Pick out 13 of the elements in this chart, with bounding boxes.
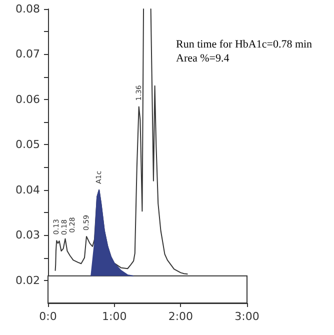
y-tick-label: 0.05 — [16, 138, 40, 152]
y-tick-label: 0.02 — [16, 274, 40, 287]
y-tick-label: 0.03 — [16, 228, 40, 242]
y-tick-label: 0.04 — [16, 183, 40, 196]
x-tick-label: 3:00 — [234, 310, 260, 323]
annotation: Area %=9.4 — [176, 52, 230, 64]
y-tick-label: 0.07 — [16, 48, 40, 61]
x-tick-label: 2:00 — [168, 310, 194, 323]
y-tick-label: 0.06 — [16, 92, 40, 106]
x-tick-label: 1:00 — [102, 310, 127, 323]
y-tick-label: 0.08 — [16, 2, 40, 16]
annotation: Run time for HbA1c=0.78 min — [176, 38, 313, 50]
x-tick-label: 0:0 — [39, 310, 57, 323]
